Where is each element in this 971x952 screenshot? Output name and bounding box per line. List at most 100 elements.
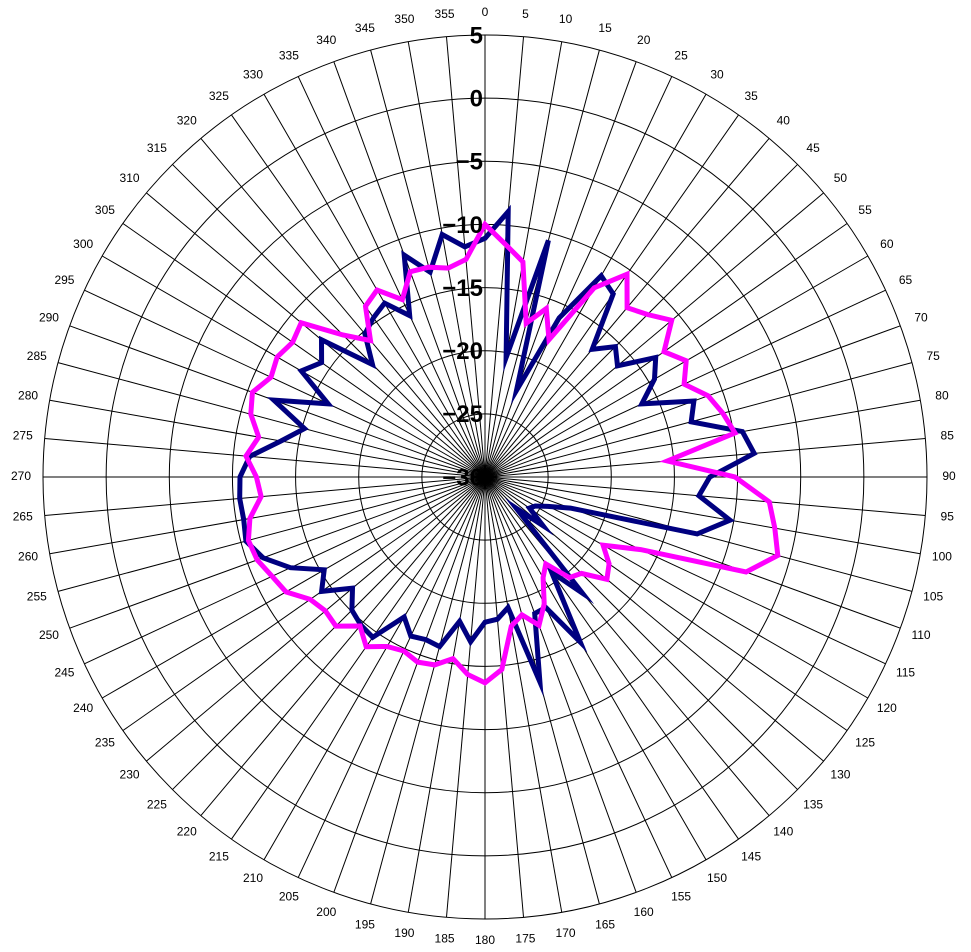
angle-spoke-53 [44, 476, 486, 517]
angle-spoke-34 [484, 476, 563, 913]
angle-spoke-66 [263, 93, 486, 478]
angle-spoke-57 [57, 362, 486, 478]
angle-tick-label: 240 [73, 701, 93, 715]
angle-spoke-19 [484, 476, 926, 517]
radial-tick-label: −30 [442, 464, 483, 491]
radial-ring-2 [358, 350, 612, 604]
angle-tick-label: 15 [598, 21, 612, 35]
angle-spoke-29 [484, 476, 739, 840]
angle-tick-label: 25 [674, 49, 688, 63]
angle-tick-label: 45 [806, 141, 820, 155]
angle-spoke-9 [484, 164, 798, 478]
angle-spoke-64 [200, 138, 486, 478]
angle-tick-label: 225 [147, 797, 167, 811]
angle-tick-label: 165 [595, 917, 615, 931]
angle-spoke-51 [57, 476, 486, 592]
angle-spoke-52 [49, 476, 486, 555]
angle-spoke-40 [333, 476, 486, 893]
angle-spoke-22 [484, 476, 901, 629]
angle-spoke-16 [484, 399, 921, 478]
angle-tick-label: 330 [243, 67, 263, 81]
angle-tick-label: 175 [515, 931, 535, 945]
angle-spoke-15 [484, 362, 913, 478]
angle-spoke-56 [49, 399, 486, 478]
angle-tick-label: 120 [877, 701, 897, 715]
angle-spoke-5 [484, 76, 673, 478]
angle-tick-label: 310 [120, 171, 140, 185]
angle-tick-label: 115 [896, 665, 915, 679]
angle-tick-label: 205 [279, 890, 299, 904]
angle-tick-label: 345 [355, 21, 375, 35]
radial-tick-label: −20 [442, 338, 483, 365]
angle-spoke-39 [370, 476, 486, 905]
angle-tick-label: 295 [54, 273, 74, 287]
angle-spoke-24 [484, 476, 869, 699]
series-lines [237, 204, 781, 697]
angle-spoke-65 [231, 114, 486, 478]
angle-tick-label: 85 [941, 429, 955, 443]
angle-tick-label: 65 [899, 273, 913, 287]
angle-tick-label: 210 [243, 871, 263, 885]
radial-tick-label: −10 [442, 212, 483, 239]
angle-tick-label: 305 [95, 203, 115, 217]
radial-tick-labels: −30 −25 −20 −15 −10 −5 0 5 [442, 22, 483, 491]
angle-spoke-50 [69, 476, 486, 629]
angle-tick-label: 35 [744, 89, 758, 103]
angle-spoke-28 [484, 476, 770, 816]
angle-tick-label: 215 [209, 849, 229, 863]
angle-tick-label: 50 [834, 171, 848, 185]
angle-tick-label: 180 [475, 933, 495, 947]
angle-tick-label: 315 [147, 141, 167, 155]
angle-tick-label: 355 [435, 7, 455, 21]
angle-tick-label: 285 [27, 349, 47, 363]
angle-tick-label: 80 [935, 389, 949, 403]
angle-tick-label: 135 [803, 797, 823, 811]
radial-gridlines [42, 34, 928, 920]
angle-spoke-62 [146, 192, 486, 478]
angle-tick-label: 290 [39, 310, 59, 324]
angle-spoke-60 [101, 255, 486, 478]
angle-tick-label: 230 [120, 767, 140, 781]
radial-tick-label: 0 [470, 85, 483, 112]
angle-tick-label: 255 [27, 589, 47, 603]
angle-spoke-10 [484, 192, 824, 478]
angle-tick-label: 105 [923, 589, 943, 603]
angle-tick-label: 195 [355, 917, 375, 931]
angle-tick-label: 250 [39, 628, 59, 642]
angle-tick-label: 335 [279, 49, 299, 63]
angle-tick-label: 60 [880, 237, 894, 251]
angle-tick-label: 265 [13, 510, 33, 524]
angle-spoke-44 [200, 476, 486, 816]
angle-tick-label: 10 [559, 12, 573, 26]
angle-spoke-46 [146, 476, 486, 762]
angle-tick-label: 170 [556, 926, 576, 940]
angle-tick-label: 190 [394, 926, 414, 940]
radial-tick-label: −5 [456, 149, 483, 176]
angle-spoke-41 [297, 476, 486, 878]
radial-ring-1 [421, 413, 549, 541]
angle-spoke-1 [484, 36, 525, 478]
angle-tick-label: 280 [18, 389, 38, 403]
angle-spoke-45 [172, 476, 486, 790]
angular-gridlines [43, 35, 927, 919]
angle-spoke-27 [484, 476, 798, 790]
angle-spoke-49 [84, 476, 486, 665]
angle-tick-label: 95 [941, 510, 955, 524]
angle-spoke-67 [297, 76, 486, 478]
angle-spoke-43 [231, 476, 486, 840]
radial-ring-6 [105, 97, 865, 857]
angle-spoke-55 [44, 437, 486, 478]
angle-spoke-32 [484, 476, 637, 893]
radial-tick-label: 5 [470, 22, 483, 49]
angle-spoke-38 [407, 476, 486, 913]
angle-tick-label: 155 [671, 890, 691, 904]
angle-spoke-68 [333, 61, 486, 478]
angle-tick-label: 275 [13, 429, 33, 443]
angle-tick-label: 245 [54, 665, 74, 679]
angle-spoke-61 [122, 223, 486, 478]
angle-spoke-37 [445, 476, 486, 918]
angle-tick-label: 5 [522, 7, 529, 21]
angle-tick-label: 185 [435, 931, 455, 945]
angle-spoke-31 [484, 476, 673, 878]
